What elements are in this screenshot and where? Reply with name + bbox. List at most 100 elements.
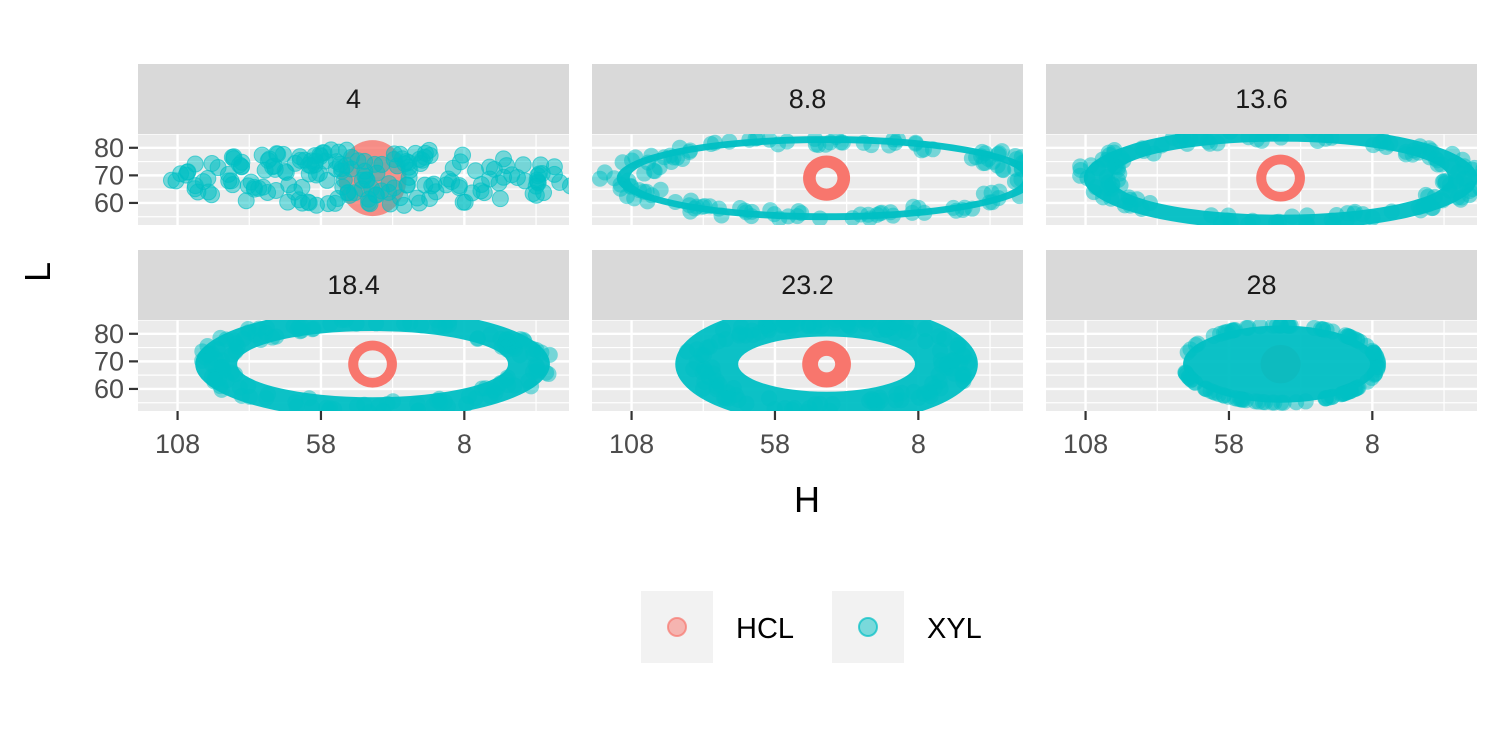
facet-panel: 28 108 58 8 — [1046, 250, 1477, 459]
xyl-point — [872, 392, 889, 409]
xyl-point — [786, 400, 803, 411]
xyl-point — [1099, 180, 1116, 197]
series-hcl — [348, 340, 397, 388]
xyl-point — [413, 320, 430, 334]
xyl-point — [776, 320, 793, 329]
xyl-point — [212, 329, 229, 346]
xyl-point — [761, 390, 778, 407]
xyl-point — [511, 347, 528, 364]
xyl-point — [401, 161, 419, 179]
xyl-point — [1222, 134, 1238, 140]
hcl-ring — [1256, 154, 1305, 202]
xyl-point — [482, 388, 499, 405]
xyl-point — [1226, 390, 1243, 407]
xyl-point — [167, 172, 185, 190]
xyl-point — [482, 326, 499, 343]
facet-strip-label: 18.4 — [327, 270, 380, 300]
xyl-point — [245, 180, 263, 198]
xyl-point — [1011, 188, 1023, 205]
xyl-point — [361, 195, 379, 213]
xyl-point — [916, 320, 933, 337]
xyl-point — [368, 320, 385, 332]
xyl-point — [485, 160, 503, 178]
xyl-point — [839, 320, 856, 332]
xyl-point — [293, 178, 311, 196]
xyl-point — [1172, 134, 1189, 149]
xyl-point — [886, 320, 903, 331]
xyl-point — [717, 390, 734, 407]
y-tick-label: 70 — [94, 346, 124, 376]
xyl-point — [232, 157, 250, 175]
x-tick-label: 8 — [1365, 429, 1380, 459]
xyl-point — [622, 178, 639, 195]
xyl-point — [1365, 344, 1382, 361]
xyl-point — [252, 331, 269, 348]
xyl-point — [889, 134, 906, 148]
xyl-point — [812, 320, 829, 328]
xyl-point — [731, 325, 748, 342]
x-tick-label: 58 — [760, 429, 790, 459]
xyl-point — [1072, 167, 1089, 184]
y-tick-label: 80 — [94, 319, 124, 349]
xyl-point — [1309, 134, 1326, 150]
x-tick-label: 58 — [1214, 429, 1244, 459]
legend-label: XYL — [927, 613, 982, 645]
xyl-point — [1281, 320, 1298, 334]
xyl-point — [855, 134, 872, 151]
xyl-point — [1224, 322, 1241, 339]
xyl-point — [1180, 368, 1197, 385]
facet-strip — [592, 250, 1023, 320]
x-tick-label: 8 — [911, 429, 926, 459]
xyl-point — [1323, 134, 1340, 146]
xyl-point — [1268, 320, 1285, 334]
xyl-point — [812, 396, 829, 411]
xyl-point — [1009, 172, 1023, 189]
xyl-point — [920, 383, 937, 400]
xyl-point — [279, 193, 297, 211]
data-layer — [1072, 134, 1477, 225]
xyl-point — [186, 155, 204, 173]
legend-label: HCL — [736, 613, 794, 645]
xyl-point — [827, 320, 844, 331]
xyl-point — [1284, 208, 1301, 225]
xyl-point — [333, 320, 350, 329]
series-xyl — [592, 134, 1023, 225]
xyl-point — [551, 173, 569, 191]
xyl-point — [523, 378, 540, 395]
xyl-point — [268, 145, 286, 163]
xyl-point — [1410, 199, 1427, 216]
xyl-point — [703, 135, 720, 152]
xyl-point — [1085, 184, 1102, 201]
xyl-point — [406, 144, 424, 162]
facet-strip — [138, 64, 569, 134]
xyl-point — [636, 165, 653, 182]
xyl-point — [240, 324, 257, 341]
xyl-point — [721, 134, 738, 150]
xyl-point — [333, 162, 351, 180]
data-layer — [675, 320, 978, 411]
series-xyl — [675, 320, 978, 411]
series-hcl — [803, 155, 851, 201]
x-tick-label: 8 — [457, 429, 472, 459]
xyl-point — [1189, 335, 1206, 352]
xyl-point — [499, 337, 516, 354]
facet-strip — [1046, 64, 1477, 134]
xyl-point — [349, 398, 366, 411]
xyl-point — [1325, 216, 1342, 225]
legend: HCL XYL — [641, 591, 982, 663]
xyl-point — [1220, 207, 1237, 224]
xyl-point — [1456, 158, 1473, 175]
x-tick-label: 108 — [609, 429, 654, 459]
xyl-point — [1383, 203, 1400, 220]
xyl-point — [1266, 394, 1283, 411]
xyl-point — [304, 399, 321, 411]
xyl-point — [1375, 134, 1392, 149]
xyl-point — [984, 153, 1001, 170]
xyl-point — [638, 183, 655, 200]
xyl-point — [1320, 389, 1337, 406]
xyl-point — [710, 200, 727, 217]
xyl-point — [956, 199, 973, 216]
xyl-point — [348, 320, 365, 332]
xyl-point — [199, 183, 217, 201]
